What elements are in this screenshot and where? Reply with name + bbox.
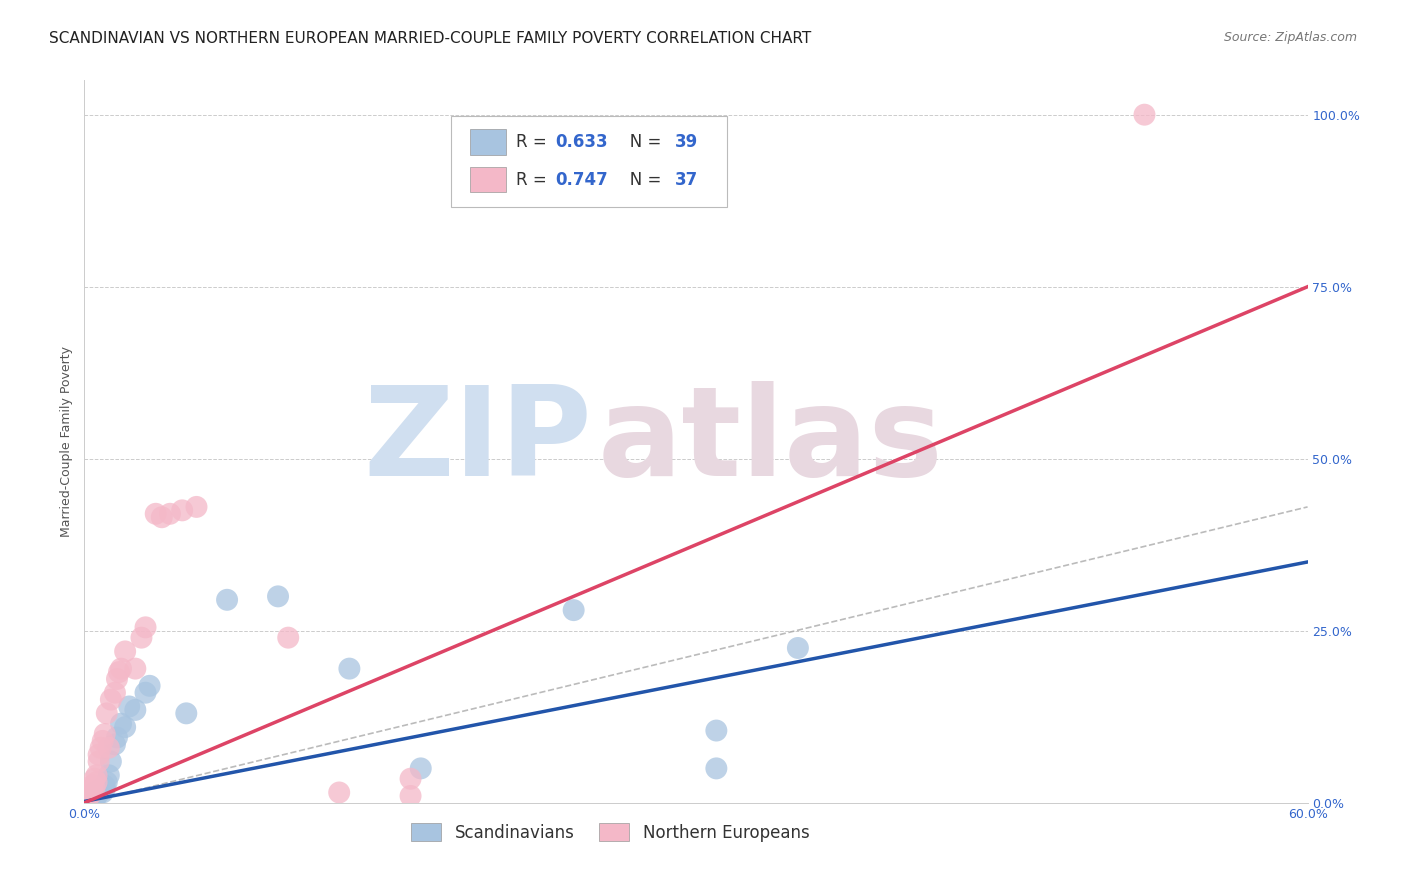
Point: [399, 772, 422, 786]
Point: [787, 640, 810, 655]
Point: [79, 783, 101, 797]
Point: [706, 761, 728, 775]
Point: [100, 755, 122, 769]
Point: [267, 590, 290, 604]
Text: ZIP: ZIP: [363, 381, 592, 502]
Point: [83, 785, 105, 799]
Point: [87, 755, 110, 769]
Point: [93, 782, 115, 797]
Point: [82, 782, 104, 797]
Point: [96, 775, 118, 789]
Point: [82, 779, 104, 793]
Point: [91, 734, 114, 748]
Point: [93, 727, 115, 741]
Point: [90, 740, 112, 755]
Text: R =: R =: [516, 171, 553, 189]
Point: [706, 723, 728, 738]
Point: [104, 737, 127, 751]
Point: [86, 775, 108, 789]
Point: [100, 692, 122, 706]
Point: [114, 720, 136, 734]
Point: [186, 500, 208, 514]
Point: [277, 631, 299, 645]
Point: [135, 686, 157, 700]
Point: [82, 791, 104, 805]
Point: [108, 665, 131, 679]
Point: [145, 507, 167, 521]
Point: [131, 631, 153, 645]
Text: 0.747: 0.747: [555, 171, 607, 189]
Bar: [470, 167, 506, 193]
Text: 0.633: 0.633: [555, 134, 607, 152]
Bar: [470, 129, 506, 154]
Text: N =: N =: [614, 171, 666, 189]
Point: [399, 789, 422, 803]
Point: [339, 662, 361, 676]
Point: [97, 768, 120, 782]
Text: 37: 37: [675, 171, 699, 189]
Text: SCANDINAVIAN VS NORTHERN EUROPEAN MARRIED-COUPLE FAMILY POVERTY CORRELATION CHAR: SCANDINAVIAN VS NORTHERN EUROPEAN MARRIE…: [49, 31, 811, 46]
Point: [110, 716, 132, 731]
Point: [104, 686, 127, 700]
Point: [75, 789, 97, 803]
Point: [105, 672, 128, 686]
Point: [79, 788, 101, 802]
Point: [135, 620, 157, 634]
Text: R =: R =: [516, 134, 553, 152]
Point: [217, 592, 239, 607]
Point: [77, 793, 100, 807]
Point: [90, 782, 112, 797]
Point: [118, 699, 141, 714]
Point: [79, 791, 101, 805]
Point: [174, 706, 197, 721]
Point: [83, 780, 105, 795]
Text: atlas: atlas: [598, 381, 943, 502]
Text: N =: N =: [614, 134, 666, 152]
Y-axis label: Married-Couple Family Poverty: Married-Couple Family Poverty: [60, 346, 73, 537]
Text: 39: 39: [675, 134, 699, 152]
Point: [93, 779, 115, 793]
Point: [87, 785, 110, 799]
Point: [562, 603, 585, 617]
FancyBboxPatch shape: [451, 117, 727, 207]
Point: [124, 703, 146, 717]
Point: [409, 761, 432, 775]
Legend: Scandinavians, Northern Europeans: Scandinavians, Northern Europeans: [405, 817, 815, 848]
Point: [105, 731, 128, 745]
Point: [77, 790, 100, 805]
Point: [114, 644, 136, 658]
Point: [150, 510, 173, 524]
Point: [172, 503, 194, 517]
Point: [86, 768, 108, 782]
Point: [75, 792, 97, 806]
Text: Source: ZipAtlas.com: Source: ZipAtlas.com: [1223, 31, 1357, 45]
Point: [83, 790, 105, 805]
Point: [82, 788, 104, 802]
Point: [79, 789, 101, 803]
Point: [1133, 108, 1156, 122]
Point: [138, 679, 160, 693]
Point: [96, 706, 118, 721]
Point: [87, 786, 110, 800]
Point: [91, 785, 114, 799]
Point: [86, 789, 108, 803]
Point: [110, 662, 132, 676]
Point: [328, 785, 350, 799]
Point: [97, 740, 120, 755]
Point: [91, 780, 114, 795]
Point: [87, 747, 110, 762]
Point: [159, 507, 181, 521]
Point: [77, 785, 100, 799]
Point: [124, 662, 146, 676]
Point: [83, 772, 105, 786]
Point: [77, 790, 100, 805]
Point: [90, 783, 112, 797]
Point: [86, 788, 108, 802]
